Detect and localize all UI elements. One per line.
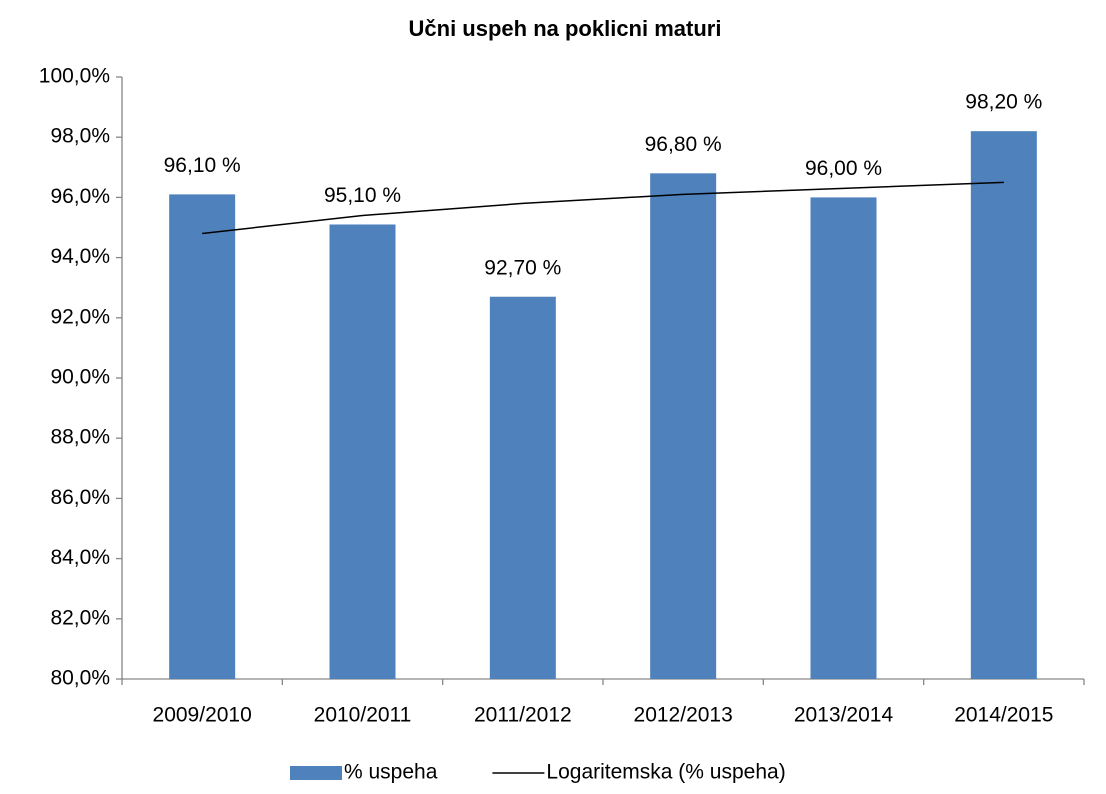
- x-tick-label: 2009/2010: [153, 704, 252, 727]
- x-tick-label: 2010/2011: [314, 704, 412, 727]
- data-label: 95,10 %: [324, 184, 401, 207]
- y-tick-label: 100,0%: [39, 65, 110, 88]
- legend-label: Logaritemska (% uspeha): [546, 761, 785, 784]
- y-tick-label: 84,0%: [50, 546, 110, 569]
- x-tick-label: 2013/2014: [794, 704, 894, 727]
- bar: [329, 224, 396, 680]
- legend-label: % uspeha: [344, 761, 438, 784]
- bar: [810, 197, 877, 679]
- chart-title: Učni uspeh na poklicni maturi: [409, 16, 722, 41]
- bar: [970, 131, 1037, 679]
- legend-swatch: [290, 766, 342, 780]
- trend-line: [202, 181, 1004, 235]
- x-tick-label: 2014/2015: [954, 704, 1053, 727]
- y-tick-label: 98,0%: [50, 125, 110, 148]
- data-label: 96,80 %: [645, 133, 722, 156]
- y-tick-label: 82,0%: [50, 606, 110, 629]
- y-tick-label: 92,0%: [50, 305, 110, 328]
- data-label: 98,20 %: [965, 91, 1042, 114]
- y-tick-label: 96,0%: [50, 185, 110, 208]
- x-tick-label: 2012/2013: [634, 704, 733, 727]
- y-tick-label: 94,0%: [50, 245, 110, 268]
- bar: [169, 194, 236, 679]
- x-tick-label: 2011/2012: [474, 704, 572, 727]
- bar: [489, 296, 556, 679]
- y-tick-label: 80,0%: [50, 667, 110, 690]
- y-tick-label: 88,0%: [50, 426, 110, 449]
- bar: [650, 173, 717, 679]
- y-tick-label: 86,0%: [50, 486, 110, 509]
- data-label: 96,10 %: [164, 154, 241, 177]
- data-label: 92,70 %: [484, 256, 561, 279]
- data-label: 96,00 %: [805, 157, 882, 180]
- y-tick-label: 90,0%: [50, 366, 110, 389]
